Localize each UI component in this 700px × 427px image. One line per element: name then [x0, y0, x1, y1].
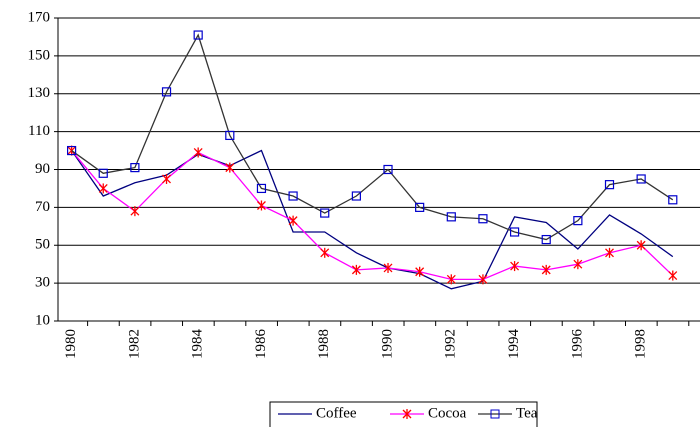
y-tick-label: 170 — [28, 9, 51, 25]
y-tick-label: 10 — [35, 312, 50, 328]
marker — [415, 266, 425, 277]
marker — [668, 270, 678, 281]
marker — [478, 214, 488, 224]
marker — [541, 234, 551, 245]
marker — [415, 202, 425, 212]
marker — [668, 195, 678, 205]
marker — [225, 162, 235, 173]
x-tick-label: 1988 — [316, 329, 332, 359]
marker — [130, 206, 140, 217]
legend: Coffee Cocoa Tea — [269, 401, 538, 427]
x-tick-label: 1992 — [443, 329, 459, 359]
y-tick-label: 150 — [28, 47, 51, 63]
marker — [320, 247, 330, 258]
y-tick-label: 90 — [35, 161, 50, 177]
y-tick-label: 130 — [28, 85, 51, 101]
marker — [636, 174, 646, 184]
marker — [130, 163, 140, 173]
legend-label: Cocoa — [428, 405, 467, 421]
y-tick-label: 70 — [35, 199, 50, 215]
marker — [193, 30, 203, 40]
marker — [351, 264, 361, 275]
x-tick-label: 1980 — [63, 329, 79, 359]
legend-marker — [490, 409, 500, 419]
x-tick-label: 1982 — [126, 329, 142, 359]
x-tick-label: 1986 — [253, 329, 269, 360]
y-tick-label: 30 — [35, 275, 50, 291]
line — [71, 149, 674, 290]
marker — [541, 264, 551, 275]
marker — [225, 130, 235, 141]
marker — [446, 212, 456, 222]
marker — [510, 261, 520, 272]
marker — [509, 227, 520, 237]
marker — [636, 240, 646, 251]
marker — [288, 215, 298, 226]
marker — [98, 183, 108, 194]
marker — [256, 200, 266, 211]
marker — [67, 145, 77, 156]
marker — [573, 259, 583, 270]
marker — [162, 173, 171, 184]
marker — [605, 247, 614, 258]
x-tick-label: 1984 — [190, 329, 206, 360]
line — [71, 150, 674, 280]
legend-label: Tea — [516, 405, 538, 421]
marker — [98, 168, 108, 178]
x-tick-label: 1994 — [506, 329, 522, 360]
marker — [478, 274, 488, 285]
marker — [161, 87, 172, 97]
line — [71, 33, 674, 241]
marker — [383, 262, 393, 273]
legend-label: Coffee — [316, 405, 357, 421]
x-tick-label: 1998 — [633, 329, 649, 359]
marker — [446, 274, 456, 285]
y-tick-label: 50 — [35, 237, 50, 253]
marker — [573, 216, 583, 226]
x-tick-label: 1990 — [379, 329, 395, 359]
marker — [320, 208, 330, 218]
marker — [193, 147, 203, 158]
marker — [351, 191, 361, 201]
marker — [288, 191, 298, 201]
marker — [383, 164, 393, 175]
marker — [604, 180, 615, 190]
y-tick-label: 110 — [28, 123, 50, 139]
x-tick-label: 1996 — [569, 329, 585, 360]
marker — [256, 183, 267, 194]
